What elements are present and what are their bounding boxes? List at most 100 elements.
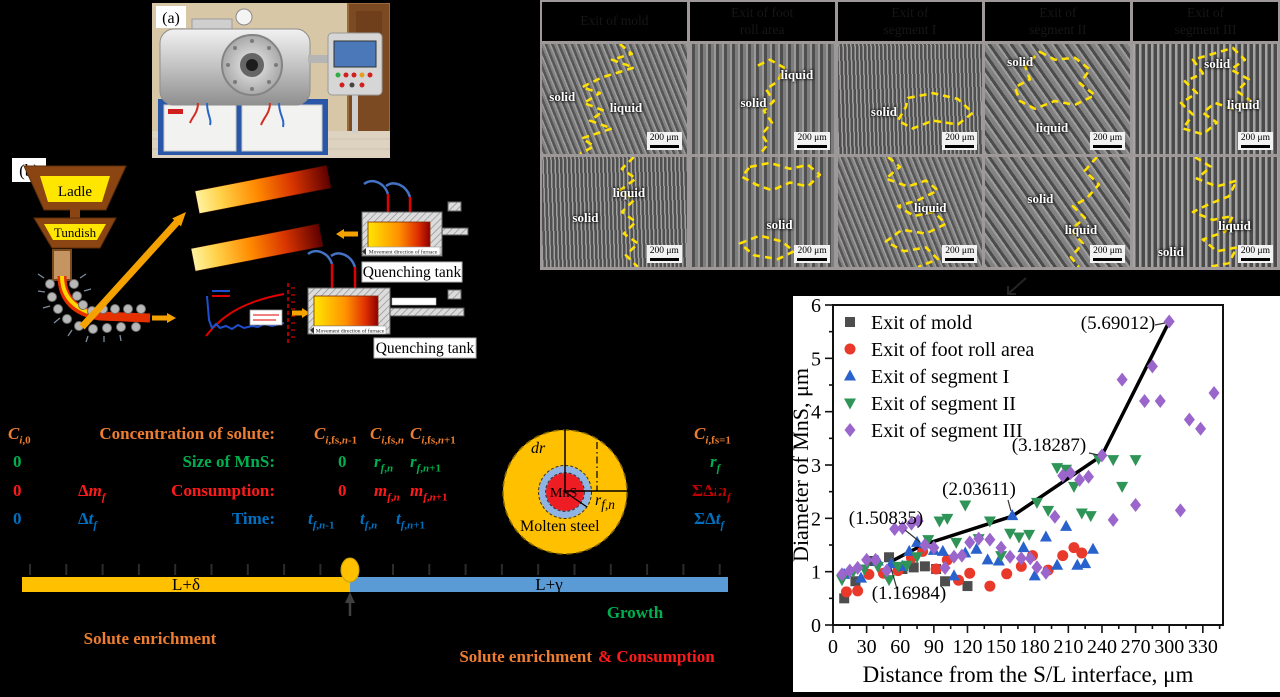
legend-label: Exit of segment I — [871, 366, 1009, 388]
arrow-to-plot — [152, 313, 176, 323]
furnace-photo: (a) — [152, 3, 390, 158]
annotation-label: (1.50835) — [849, 508, 923, 529]
row-size-label: Size of MnS: — [182, 452, 275, 471]
phase-label-solid: solid — [1007, 53, 1034, 69]
scale-bar: 200 μm — [646, 132, 682, 150]
micrograph-header-1: Exit of foot roll area — [689, 2, 835, 41]
x-tick-label: 0 — [828, 636, 838, 658]
x-tick-label: 270 — [1121, 636, 1151, 658]
legend-label: Exit of segment III — [871, 420, 1023, 442]
scale-bar-label: 200 μm — [797, 246, 827, 257]
movement-direction-label: Movement direction of furnace — [369, 249, 438, 256]
annotation-connector — [890, 567, 898, 590]
phase-label-solid: solid — [740, 95, 767, 111]
phase-bar: L+δ L+γ Growth Solute enrichment Solute … — [22, 557, 728, 666]
micrograph-cell-8: solid liquid 200 μm — [985, 157, 1131, 267]
micrograph-cell-7: liquid 200 μm — [837, 157, 983, 267]
x-tick-label: 180 — [1020, 636, 1050, 658]
arrow-plot-to-tank — [292, 308, 310, 318]
interface-line — [1179, 46, 1253, 136]
phase-label-liquid: liquid — [913, 199, 947, 215]
scale-bar-label: 200 μm — [1093, 246, 1123, 257]
micrograph-cell-5: solid liquid 200 μm — [542, 157, 687, 267]
growth-label: Growth — [607, 603, 664, 622]
time-ticks — [29, 564, 721, 575]
strand — [57, 275, 151, 323]
y-tick-label: 2 — [811, 508, 821, 530]
micrograph-cell-6: solid 200 μm — [689, 157, 835, 267]
x-tick-label: 120 — [952, 636, 982, 658]
annotation-label: (1.16984) — [872, 583, 946, 604]
pressure-gauge — [235, 8, 253, 26]
x-axis-title: Distance from the S/L interface, μm — [863, 662, 1194, 687]
micrograph-header-4: Exit of segment III — [1133, 2, 1278, 41]
hot-slab-2 — [190, 223, 324, 272]
phase-label-liquid: liquid — [1226, 96, 1260, 112]
row-time-label: Time: — [231, 509, 275, 528]
micrograph-cell-2: solid 200 μm — [837, 44, 983, 154]
ladle: Ladle — [23, 165, 127, 220]
arrow-tank-to-slabs — [336, 229, 358, 239]
scale-bar: 200 μm — [1237, 132, 1273, 150]
y-axis-title: Diameter of MnS, μm — [793, 368, 813, 562]
casting-schematic: (b) Ladle Tundish — [12, 158, 477, 359]
y-tick-label: 4 — [811, 402, 821, 424]
mns-sphere-diagram: dr MnS rf,n Molten steel — [495, 390, 745, 560]
scale-bar-label: 200 μm — [945, 133, 975, 144]
legend-label: Exit of mold — [871, 312, 972, 334]
phase-label-liquid: liquid — [609, 99, 643, 115]
interface-line — [884, 157, 947, 267]
scale-bar: 200 μm — [942, 132, 978, 150]
interface-line — [1191, 157, 1239, 267]
y-tick-label: 5 — [811, 348, 821, 370]
red-curve — [205, 293, 285, 337]
callout-arrow-icon — [1007, 277, 1027, 295]
interface-line — [738, 161, 821, 261]
micrograph-cell-1: solid liquid 200 μm — [689, 44, 835, 154]
scale-bar-label: 200 μm — [649, 246, 679, 257]
annotation-label: (3.18287) — [1012, 435, 1086, 456]
micrograph-header-2: Exit of segment I — [837, 2, 983, 41]
annotation-connector — [1007, 499, 1012, 512]
nucleation-dot — [340, 557, 360, 583]
interface-line — [896, 91, 974, 130]
interface-line — [579, 44, 636, 154]
quench-tank-1: Movement direction of furnace Quenching … — [361, 180, 469, 283]
phase-label-liquid: liquid — [780, 66, 814, 82]
legend-label: Exit of segment II — [871, 393, 1016, 415]
phase-label-liquid: liquid — [1035, 119, 1069, 135]
spray-ticks — [37, 273, 122, 343]
annotation-connector — [904, 529, 921, 543]
scale-bar: 200 μm — [646, 245, 682, 263]
nucleation-arrow — [345, 592, 355, 603]
panel-a-label-box — [156, 6, 186, 28]
panel-a-label: (a) — [162, 10, 180, 27]
phase-label-liquid: liquid — [612, 185, 646, 201]
y-tick-label: 3 — [811, 455, 821, 477]
panel-buttons — [335, 72, 373, 88]
interface-line — [757, 58, 785, 154]
legend-label: Exit of foot roll area — [871, 339, 1034, 361]
interface-line — [1014, 50, 1097, 111]
phase-label-solid: solid — [870, 104, 897, 120]
x-tick-label: 240 — [1087, 636, 1117, 658]
mns-diameter-chart: 0 30 60 90 120 150 180 210 240 270 300 330 0 1 2 3 4 5 6 Di… — [788, 295, 1224, 687]
tundish-label: Tundish — [54, 225, 97, 240]
tundish: Tundish — [33, 217, 117, 249]
panel-screen — [333, 40, 377, 68]
consumption-label: & Consumption — [598, 647, 715, 666]
phase-label-liquid: liquid — [1218, 218, 1251, 234]
interface-line — [618, 157, 640, 267]
mns-diameter-chart-panel: 0 30 60 90 120 150 180 210 240 270 300 330 0 1 2 3 4 5 6 Di… — [788, 295, 1280, 692]
scale-bar: 200 μm — [794, 245, 830, 263]
micrograph-cell-9: liquid solid 200 μm — [1133, 157, 1278, 267]
hot-slab-1 — [194, 165, 332, 214]
x-tick-label: 90 — [924, 636, 944, 658]
x-tick-label: 150 — [986, 636, 1016, 658]
gamma-phase-bar — [350, 577, 728, 592]
scale-bar: 200 μm — [794, 132, 830, 150]
series-exit-of-segment-iii — [836, 314, 1220, 582]
row-consumption-label: Consumption: — [171, 481, 275, 500]
x-tick-label: 60 — [890, 636, 910, 658]
